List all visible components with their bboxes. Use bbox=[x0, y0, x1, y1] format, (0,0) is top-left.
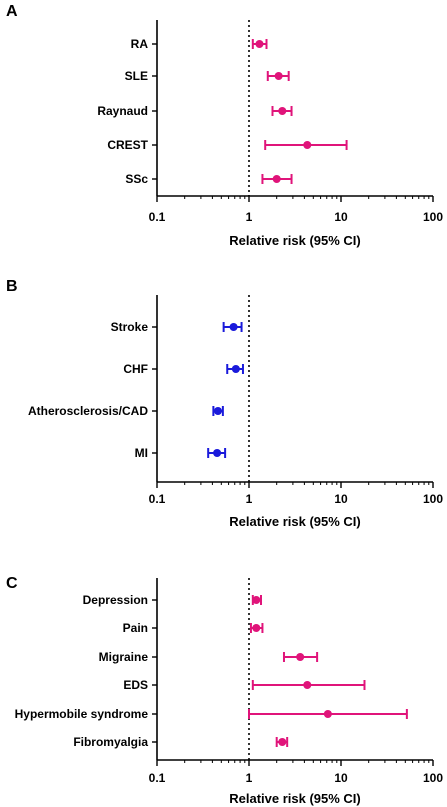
x-tick-label: 0.1 bbox=[149, 210, 166, 224]
point-estimate bbox=[231, 365, 240, 373]
panel-b: B 0.1 1 10 100 Relative risk (95% CI) Stroke CH… bbox=[6, 278, 443, 529]
point-estimate bbox=[252, 624, 261, 632]
point-estimate bbox=[278, 107, 287, 115]
category-label: Raynaud bbox=[97, 104, 148, 118]
x-tick-label: 0.1 bbox=[149, 771, 166, 785]
point-estimate bbox=[252, 596, 261, 604]
category-label: SLE bbox=[125, 69, 148, 83]
category-label: EDS bbox=[123, 678, 148, 692]
x-tick-label: 1 bbox=[246, 771, 253, 785]
point-estimate bbox=[303, 141, 312, 149]
category-label: Pain bbox=[123, 621, 148, 635]
panel-letter: B bbox=[6, 278, 18, 295]
category-label: SSc bbox=[125, 172, 148, 186]
x-tick-label: 0.1 bbox=[149, 492, 166, 506]
x-axis-title: Relative risk (95% CI) bbox=[229, 233, 361, 248]
x-tick-label: 100 bbox=[423, 492, 443, 506]
point-estimate bbox=[255, 40, 264, 48]
point-estimate bbox=[213, 407, 222, 415]
x-tick-label: 100 bbox=[423, 771, 443, 785]
point-estimate bbox=[278, 738, 287, 746]
point-estimate bbox=[213, 449, 222, 457]
point-estimate bbox=[229, 323, 238, 331]
x-tick-label: 1 bbox=[246, 492, 253, 506]
category-label: MI bbox=[135, 446, 148, 460]
x-tick-label: 10 bbox=[334, 210, 348, 224]
panel-a: A 0.1 1 10 100 Relative risk (95% CI) RA SLE Ray… bbox=[6, 3, 443, 248]
x-tick-label: 10 bbox=[334, 492, 348, 506]
panel-letter: C bbox=[6, 575, 18, 592]
category-label: Depression bbox=[83, 593, 148, 607]
category-label: Fibromyalgia bbox=[73, 735, 148, 749]
category-label: Atherosclerosis/CAD bbox=[28, 404, 148, 418]
point-estimate bbox=[272, 175, 281, 183]
point-estimate bbox=[296, 653, 305, 661]
category-label: CHF bbox=[123, 362, 148, 376]
x-tick-label: 10 bbox=[334, 771, 348, 785]
category-label: Hypermobile syndrome bbox=[15, 707, 149, 721]
x-axis-title: Relative risk (95% CI) bbox=[229, 791, 361, 806]
category-label: RA bbox=[131, 37, 149, 51]
category-label: CREST bbox=[107, 138, 148, 152]
panel-c: C 0.1 1 10 100 Relative risk (95% CI) Depressi… bbox=[6, 575, 443, 806]
x-tick-label: 1 bbox=[246, 210, 253, 224]
x-tick-label: 100 bbox=[423, 210, 443, 224]
category-label: Stroke bbox=[111, 320, 149, 334]
x-axis-title: Relative risk (95% CI) bbox=[229, 514, 361, 529]
point-estimate bbox=[303, 681, 312, 689]
point-estimate bbox=[323, 710, 332, 718]
category-label: Migraine bbox=[99, 650, 149, 664]
point-estimate bbox=[274, 72, 283, 80]
panel-letter: A bbox=[6, 3, 18, 20]
